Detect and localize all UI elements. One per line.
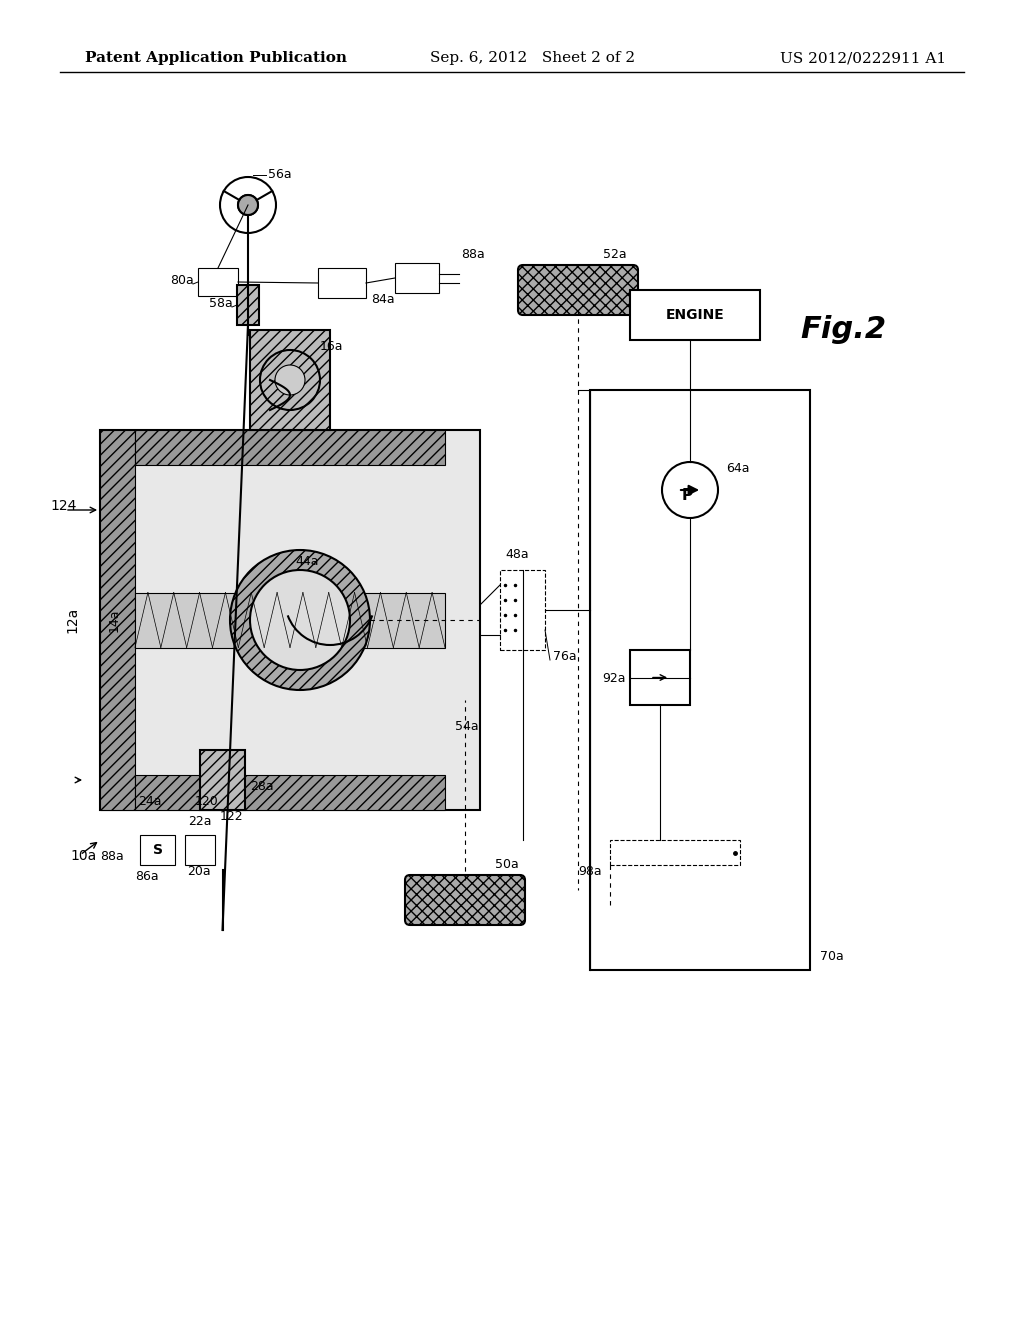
Text: 14a: 14a <box>108 609 121 632</box>
Bar <box>500 570 545 649</box>
Text: 52a: 52a <box>603 248 627 261</box>
Text: 124: 124 <box>50 499 77 513</box>
Text: 54a: 54a <box>455 719 478 733</box>
Bar <box>610 840 740 865</box>
Text: 88a: 88a <box>100 850 124 863</box>
Text: 48a: 48a <box>505 548 528 561</box>
Text: 20a: 20a <box>187 865 211 878</box>
Text: Fig.2: Fig.2 <box>800 315 886 345</box>
Circle shape <box>230 550 370 690</box>
Bar <box>630 290 760 341</box>
Text: 24a: 24a <box>138 795 162 808</box>
Text: 64a: 64a <box>726 462 750 475</box>
Text: 86a: 86a <box>135 870 159 883</box>
Circle shape <box>250 570 350 671</box>
Bar <box>100 430 480 810</box>
Text: 84a: 84a <box>371 293 394 306</box>
FancyBboxPatch shape <box>406 875 525 925</box>
Text: ENGINE: ENGINE <box>666 308 724 322</box>
Text: 98a: 98a <box>578 865 602 878</box>
Bar <box>630 649 690 705</box>
Bar <box>395 263 439 293</box>
Bar <box>318 268 366 298</box>
Text: 76a: 76a <box>553 649 577 663</box>
Bar <box>198 268 238 296</box>
Text: Patent Application Publication: Patent Application Publication <box>85 51 347 65</box>
Bar <box>590 389 810 970</box>
Text: 120: 120 <box>195 795 219 808</box>
Text: P: P <box>682 487 693 503</box>
Text: 16a: 16a <box>319 341 343 352</box>
Text: 92a: 92a <box>602 672 626 685</box>
Text: 122: 122 <box>220 810 244 822</box>
Circle shape <box>275 366 305 395</box>
Text: Sep. 6, 2012   Sheet 2 of 2: Sep. 6, 2012 Sheet 2 of 2 <box>430 51 635 65</box>
Bar <box>250 330 330 430</box>
Text: 22a: 22a <box>188 814 212 828</box>
Bar <box>100 430 135 810</box>
Circle shape <box>238 195 258 215</box>
Text: 58a: 58a <box>209 297 232 310</box>
Text: US 2012/0222911 A1: US 2012/0222911 A1 <box>780 51 946 65</box>
Bar <box>135 430 445 465</box>
FancyBboxPatch shape <box>518 265 638 315</box>
Text: 88a: 88a <box>461 248 484 261</box>
Text: 70a: 70a <box>820 950 844 964</box>
Text: 44a: 44a <box>295 554 318 568</box>
Bar <box>200 750 245 810</box>
Bar <box>135 775 445 810</box>
Bar <box>140 836 175 865</box>
Text: 12a: 12a <box>65 607 79 634</box>
Text: 10a: 10a <box>70 849 96 863</box>
Text: 56a: 56a <box>268 169 292 181</box>
Text: 28a: 28a <box>250 780 273 793</box>
Bar <box>185 836 215 865</box>
Text: 80a: 80a <box>170 275 194 286</box>
Bar <box>237 285 259 325</box>
Text: 50a: 50a <box>495 858 519 871</box>
Circle shape <box>662 462 718 517</box>
Bar <box>135 593 445 648</box>
Text: S: S <box>153 843 163 857</box>
